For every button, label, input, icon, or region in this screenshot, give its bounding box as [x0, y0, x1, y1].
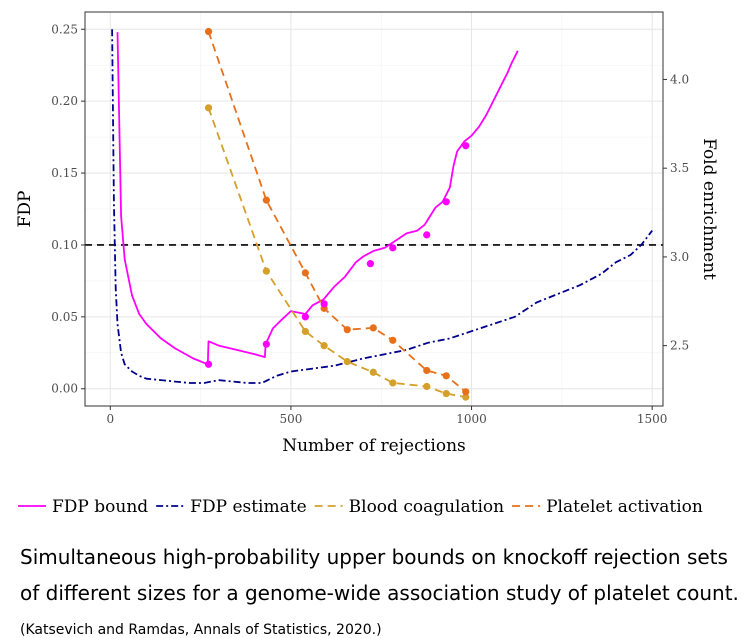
series-point-platelet-activation [389, 336, 397, 344]
x-tick-label: 0 [106, 412, 114, 426]
series-point-platelet-activation [442, 372, 450, 380]
series-point-blood-coagulation [301, 327, 309, 336]
legend-label-blood-coagulation: Blood coagulation [349, 497, 504, 517]
series-point-fdp-bound-points [301, 313, 309, 321]
y-axis-title: FDP [15, 191, 35, 228]
series-point-blood-coagulation [343, 358, 351, 366]
y-tick-label: 0.10 [51, 238, 78, 252]
y2-tick-label: 4.0 [670, 72, 689, 86]
series-point-fdp-bound-points [462, 142, 470, 150]
y-tick-label: 0.05 [51, 310, 78, 324]
y-tick-label: 0.15 [51, 166, 78, 180]
y-tick-label: 0.00 [51, 382, 78, 396]
caption-line-2: of different sizes for a genome-wide ass… [20, 581, 739, 605]
series-layer [111, 27, 653, 401]
series-point-blood-coagulation [389, 379, 397, 387]
series-point-platelet-activation [204, 27, 213, 36]
series-point-fdp-bound-points [389, 244, 397, 252]
series-point-platelet-activation [369, 324, 377, 332]
x-tick-label: 500 [279, 412, 302, 426]
y2-tick-label: 2.5 [670, 339, 689, 353]
series-point-blood-coagulation [262, 267, 270, 275]
series-point-platelet-activation [262, 196, 270, 204]
legend: FDP bound FDP estimate Blood coagulation Pl… [18, 497, 703, 517]
legend-label-fdp-bound: FDP bound [52, 497, 148, 517]
plot-border [84, 11, 664, 407]
series-point-blood-coagulation [320, 342, 328, 350]
caption-line-1: Simultaneous high-probability upper boun… [20, 545, 728, 569]
y-axis-ticks: 0.00 0.05 0.10 0.15 0.20 0.25 [51, 22, 85, 396]
y2-axis-ticks: 2.5 3.0 3.5 4.0 [663, 72, 689, 353]
y-tick-label: 0.25 [51, 22, 78, 36]
series-point-blood-coagulation [442, 389, 450, 398]
series-point-platelet-activation [343, 326, 351, 334]
series-point-platelet-activation [301, 269, 309, 277]
x-tick-label: 1000 [456, 412, 487, 426]
series-point-blood-coagulation [423, 382, 431, 391]
series-point-fdp-bound-points [423, 231, 431, 239]
citation: (Katsevich and Ramdas, Annals of Statist… [20, 622, 382, 638]
x-tick-label: 1500 [637, 412, 668, 426]
chart: 0 500 1000 1500 0.00 0.05 0.10 0.15 0.20 0.25 2.… [15, 11, 719, 517]
series-line-blood-coagulation [207, 107, 466, 398]
series-line-fdp-bound [116, 32, 519, 366]
x-axis-title: Number of rejections [282, 436, 466, 456]
legend-label-fdp-estimate: FDP estimate [190, 497, 306, 517]
series-point-fdp-bound-points [366, 260, 374, 268]
y-tick-label: 0.20 [51, 94, 78, 108]
series-point-fdp-bound-points [262, 340, 270, 348]
series-point-platelet-activation [423, 366, 431, 375]
y2-tick-label: 3.0 [670, 250, 689, 264]
series-line-fdp-estimate [111, 29, 653, 384]
series-point-blood-coagulation [462, 393, 470, 401]
series-point-fdp-bound-points [320, 300, 328, 308]
series-point-fdp-bound-points [204, 360, 213, 368]
grid-lines [85, 12, 663, 406]
series-point-blood-coagulation [204, 104, 213, 112]
series-point-platelet-activation [462, 388, 470, 396]
y2-tick-label: 3.5 [670, 161, 689, 175]
y2-axis-title: Fold enrichment [699, 138, 719, 280]
legend-label-platelet-activation: Platelet activation [546, 497, 703, 517]
series-line-platelet-activation [207, 31, 467, 393]
series-point-blood-coagulation [369, 368, 377, 376]
series-point-fdp-bound-points [442, 198, 450, 206]
x-axis-ticks: 0 500 1000 1500 [106, 406, 667, 426]
